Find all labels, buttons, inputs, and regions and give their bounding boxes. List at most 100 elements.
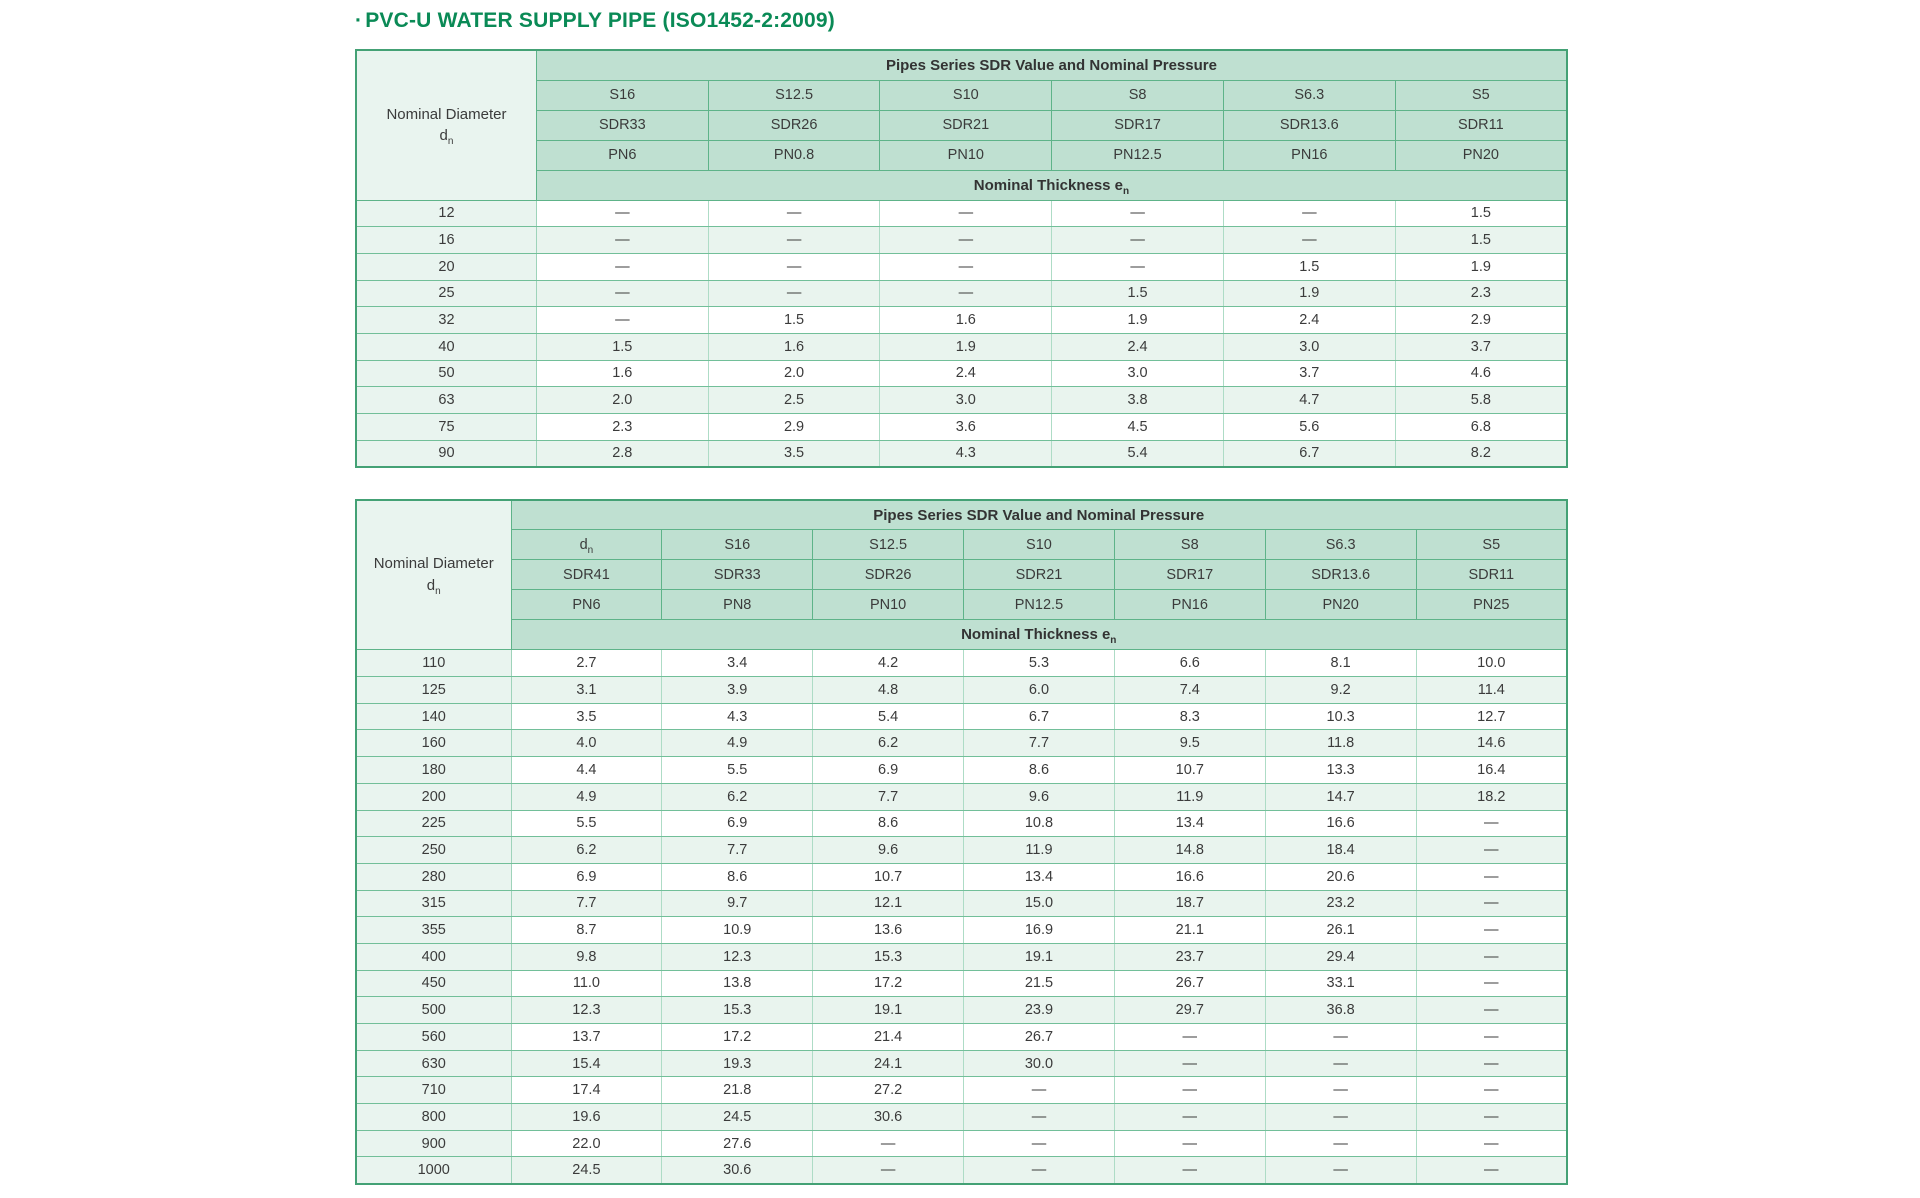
thickness-value-cell: — — [963, 1156, 1115, 1185]
table-row: 560 13.7 17.2 21.4 26.7— — — — [355, 1023, 1568, 1051]
thickness-value-cell: 9.8 — [510, 942, 663, 971]
thickness-value-cell: — — [1051, 199, 1224, 228]
series-header-cell: S6.3 — [1264, 529, 1417, 561]
thickness-value-cell: 6.9 — [510, 862, 663, 891]
thickness-value-cell: 11.9 — [1113, 782, 1266, 811]
thickness-value-cell: 5.8 — [1394, 386, 1568, 414]
diameter-cell: 160 — [355, 729, 512, 758]
diameter-cell: 140 — [355, 702, 512, 731]
diameter-cell: 900 — [355, 1129, 512, 1158]
diameter-cell: 75 — [355, 413, 537, 441]
thickness-value-cell: — — [1415, 1023, 1568, 1051]
thickness-value-cell: 2.4 — [879, 359, 1053, 388]
thickness-value-cell: 26.1 — [1264, 916, 1417, 944]
pn-header-cell: PN6 — [510, 589, 663, 621]
thickness-value-cell: 2.5 — [707, 386, 881, 414]
diameter-cell: 250 — [355, 836, 512, 864]
series-header-cell: S16 — [661, 529, 814, 561]
thickness-value-cell: 24.1 — [812, 1049, 965, 1078]
diameter-cell: 355 — [355, 916, 512, 944]
thickness-value-cell: — — [1264, 1156, 1417, 1185]
diameter-cell: 500 — [355, 996, 512, 1024]
thickness-value-cell: 21.5 — [963, 969, 1115, 998]
diameter-cell: 16 — [355, 226, 537, 254]
thickness-value-cell: 13.3 — [1264, 756, 1417, 784]
thickness-value-cell: 5.5 — [661, 756, 814, 784]
table-row: 125 3.1 3.9 4.8 6.0 7.4 9.2 11.4 — [355, 676, 1568, 704]
thickness-value-cell: 8.6 — [963, 756, 1115, 784]
sdr-header-cell: SDR17 — [1051, 109, 1224, 141]
nominal-thickness-header: Nominal Thickness en — [510, 619, 1568, 651]
table-row: 25— — —1.5 1.9 2.3 — [355, 279, 1568, 308]
thickness-value-cell: — — [1264, 1076, 1417, 1105]
diameter-cell: 180 — [355, 756, 512, 784]
thickness-value-cell: 12.3 — [510, 996, 663, 1024]
thickness-value-cell: — — [1415, 1156, 1568, 1185]
thickness-value-cell: 16.4 — [1415, 756, 1568, 784]
series-header-cell: S12.5 — [812, 529, 965, 561]
table-row: 180 4.4 5.5 6.9 8.6 10.7 13.3 16.4 — [355, 756, 1568, 784]
table-row: 800 19.6 24.5 30.6— — — — — [355, 1103, 1568, 1131]
thickness-value-cell: 1.9 — [879, 332, 1053, 361]
thickness-value-cell: 11.4 — [1415, 676, 1568, 704]
thickness-value-cell: 22.0 — [510, 1129, 663, 1158]
table-row: 500 12.3 15.3 19.1 23.9 29.7 36.8— — [355, 996, 1568, 1024]
thickness-value-cell: 16.6 — [1264, 809, 1417, 838]
series-header-cell: S10 — [879, 79, 1053, 111]
thickness-value-cell: 2.3 — [1394, 279, 1568, 308]
thickness-value-cell: 6.6 — [1113, 649, 1266, 678]
thickness-value-cell: 14.7 — [1264, 782, 1417, 811]
thickness-value-cell: 19.3 — [661, 1049, 814, 1078]
diameter-cell: 63 — [355, 386, 537, 414]
sdr-header-cell: SDR33 — [661, 559, 814, 591]
thickness-value-cell: — — [1415, 1129, 1568, 1158]
thickness-value-cell: 12.3 — [661, 942, 814, 971]
thickness-value-cell: 24.5 — [510, 1156, 663, 1185]
thickness-value-cell: 10.3 — [1264, 702, 1417, 731]
group-header: Pipes Series SDR Value and Nominal Press… — [535, 49, 1568, 81]
thickness-value-cell: 4.3 — [661, 702, 814, 731]
thickness-value-cell: 24.5 — [661, 1103, 814, 1131]
thickness-value-cell: 5.4 — [812, 702, 965, 731]
thickness-value-cell: 4.5 — [1051, 413, 1224, 441]
sdr-header-cell: SDR11 — [1394, 109, 1568, 141]
thickness-value-cell: 2.7 — [510, 649, 663, 678]
thickness-value-cell: 23.2 — [1264, 889, 1417, 918]
thickness-value-cell: 19.1 — [812, 996, 965, 1024]
thickness-value-cell: 1.9 — [1051, 306, 1224, 334]
thickness-value-cell: 17.2 — [661, 1023, 814, 1051]
series-header-cell: S8 — [1113, 529, 1266, 561]
diameter-cell: 90 — [355, 439, 537, 468]
thickness-value-cell: — — [707, 279, 881, 308]
thickness-value-cell: 3.1 — [510, 676, 663, 704]
series-header-cell: S12.5 — [707, 79, 881, 111]
thickness-value-cell: 18.4 — [1264, 836, 1417, 864]
thickness-value-cell: 2.4 — [1222, 306, 1396, 334]
diameter-cell: 50 — [355, 359, 537, 388]
thickness-value-cell: 2.8 — [535, 439, 709, 468]
thickness-value-cell: 1.5 — [1394, 226, 1568, 254]
thickness-value-cell: 16.9 — [963, 916, 1115, 944]
thickness-value-cell: — — [1415, 836, 1568, 864]
thickness-value-cell: — — [1415, 942, 1568, 971]
thickness-value-cell: — — [1051, 252, 1224, 281]
thickness-value-cell: 5.5 — [510, 809, 663, 838]
thickness-value-cell: 1.5 — [707, 306, 881, 334]
thickness-value-cell: 1.5 — [1394, 199, 1568, 228]
thickness-value-cell: 29.7 — [1113, 996, 1266, 1024]
thickness-value-cell: — — [1113, 1023, 1266, 1051]
thickness-value-cell: 4.0 — [510, 729, 663, 758]
table-row: 32—1.5 1.6 1.9 2.4 2.9 — [355, 306, 1568, 334]
thickness-value-cell: 2.0 — [707, 359, 881, 388]
thickness-value-cell: 3.5 — [510, 702, 663, 731]
thickness-value-cell: 13.6 — [812, 916, 965, 944]
thickness-value-cell: 2.4 — [1051, 332, 1224, 361]
thickness-value-cell: 4.4 — [510, 756, 663, 784]
sdr-header-cell: SDR41 — [510, 559, 663, 591]
thickness-value-cell: 3.6 — [879, 413, 1053, 441]
thickness-value-cell: 13.8 — [661, 969, 814, 998]
thickness-value-cell: 18.7 — [1113, 889, 1266, 918]
table-row: 450 11.0 13.8 17.2 21.5 26.7 33.1— — [355, 969, 1568, 998]
thickness-value-cell: 14.6 — [1415, 729, 1568, 758]
thickness-value-cell: 10.9 — [661, 916, 814, 944]
